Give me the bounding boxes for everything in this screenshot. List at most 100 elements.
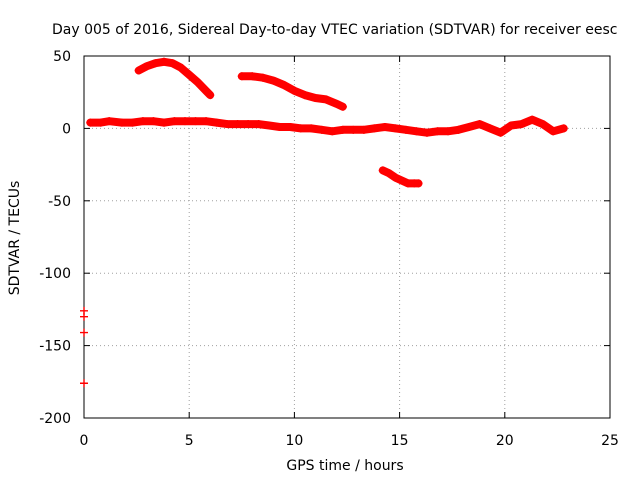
y-tick-label: 0 [62,121,71,137]
data-point [370,124,379,133]
data-point [496,128,505,137]
series-segment-near-14-16h [378,166,423,188]
series-track [237,72,347,111]
data-point [86,118,95,127]
data-point [244,120,253,129]
data-point [378,166,387,175]
axis-ticks: 0 5 10 15 20 25 50 0 -50 -100 -150 -200 [39,49,619,449]
data-point [401,125,410,134]
data-point [359,125,368,134]
data-point [254,120,263,129]
data-point [80,312,88,321]
data-point [80,328,88,337]
data-point [549,127,558,136]
data-point [265,121,274,130]
series-main-track [86,115,568,137]
x-tick-label: 0 [80,433,89,449]
data-point [422,128,431,137]
x-tick-label: 10 [285,433,303,449]
data-point [397,176,406,185]
data-point [311,93,320,102]
data-point [170,117,179,126]
series-segment-near-8-12h [237,72,347,111]
data-point [185,70,194,79]
plot-frame [83,55,611,419]
data-point [151,59,160,68]
data-point [96,118,105,127]
series-outliers-at-0h [80,306,88,388]
data-series [80,57,568,388]
y-tick-label: -150 [39,339,71,355]
data-point [349,125,358,134]
data-point [338,102,347,111]
data-point [275,122,284,131]
chart-title: Day 005 of 2016, Sidereal Day-to-day VTE… [52,22,617,38]
data-point [507,121,516,130]
data-point [559,124,568,133]
data-point [202,117,211,126]
data-point [223,120,232,129]
data-point [454,125,463,134]
data-point [128,118,137,127]
data-point [433,127,442,136]
data-point [317,125,326,134]
data-point [105,117,114,126]
data-point [486,124,495,133]
data-point [159,118,168,127]
data-point [269,76,278,85]
y-tick-label: 50 [53,49,71,65]
x-tick-label: 15 [391,433,409,449]
data-point [193,78,202,87]
data-point [307,124,316,133]
series-arc-near-4h [134,57,215,100]
data-point [538,120,547,129]
data-point [159,57,168,66]
y-tick-label: -50 [48,194,71,210]
data-point [517,120,526,129]
data-point [80,379,88,388]
grid [84,56,610,418]
data-point [202,86,211,95]
data-point [321,95,330,104]
data-point [328,127,337,136]
data-point [332,99,341,108]
series-track [378,166,423,188]
data-point [290,86,299,95]
data-point [380,122,389,131]
data-point [300,91,309,100]
data-point [412,127,421,136]
data-point [528,115,537,124]
data-point [149,117,158,126]
data-point [138,117,147,126]
series-track [134,57,215,100]
data-point [248,72,257,81]
data-point [414,179,423,188]
data-point [385,169,394,178]
data-point [443,127,452,136]
x-axis-label: GPS time / hours [286,458,403,474]
series-track [86,115,568,137]
data-point [206,91,215,100]
data-point [191,117,200,126]
data-point [134,66,143,75]
y-tick-label: -100 [39,266,71,282]
data-point [180,117,189,126]
data-point [296,124,305,133]
data-point [475,120,484,129]
x-tick-label: 20 [496,433,514,449]
data-point [212,118,221,127]
data-point [176,63,185,72]
data-point [465,122,474,131]
data-point [258,73,267,82]
data-point [233,120,242,129]
data-point [391,124,400,133]
y-tick-label: -200 [39,411,71,427]
y-axis-label: SDTVAR / TECUs [7,181,23,296]
data-point [286,122,295,131]
data-point [237,72,246,81]
x-tick-label: 25 [601,433,619,449]
data-point [338,125,347,134]
data-point [279,80,288,89]
x-tick-label: 5 [185,433,194,449]
